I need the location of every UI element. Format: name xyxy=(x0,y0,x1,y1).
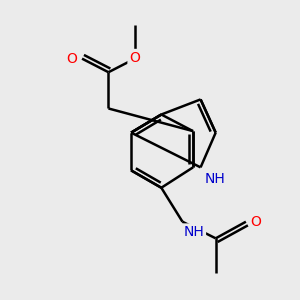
Text: O: O xyxy=(250,215,261,229)
Text: NH: NH xyxy=(205,172,226,186)
Text: NH: NH xyxy=(184,225,205,239)
Text: O: O xyxy=(67,52,77,66)
Text: O: O xyxy=(130,51,140,65)
